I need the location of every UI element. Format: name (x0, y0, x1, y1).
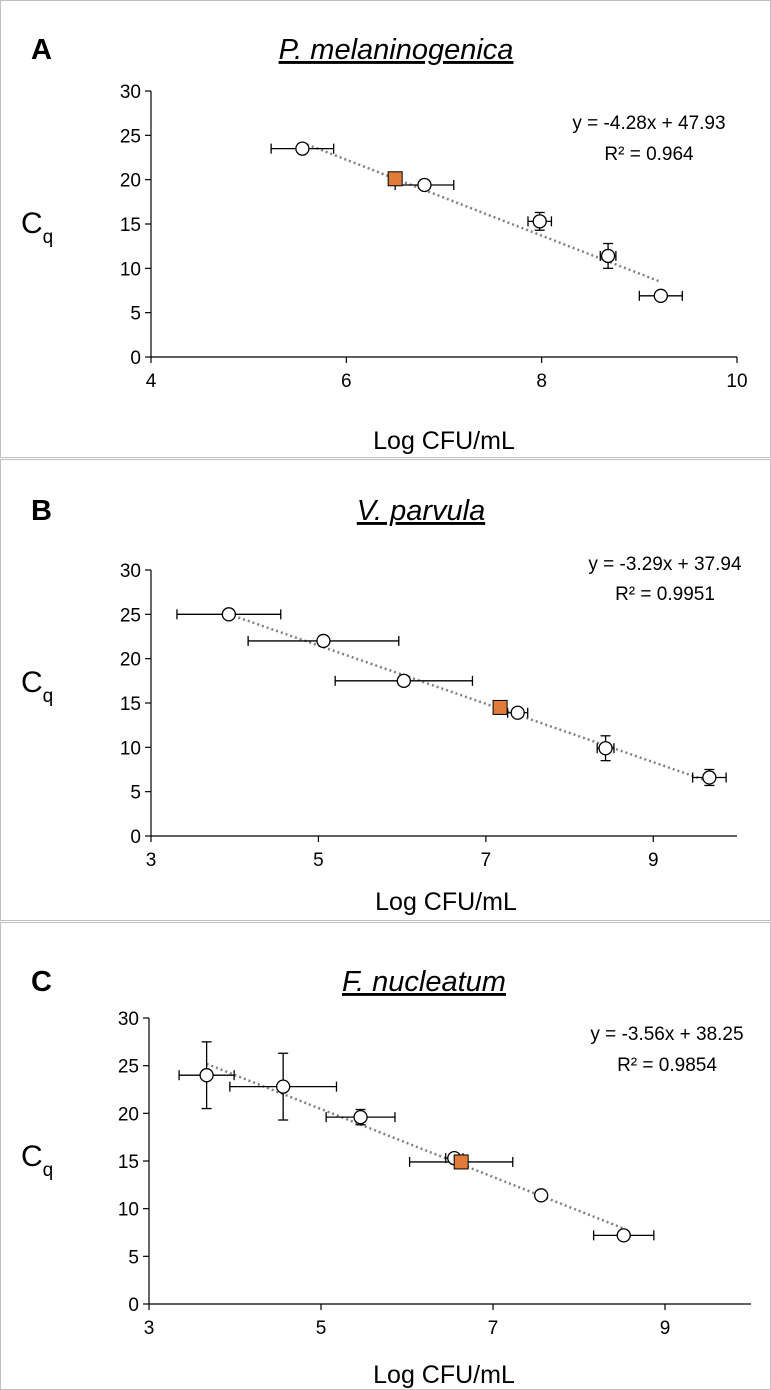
data-point-circle (199, 1068, 214, 1083)
y-tick-label: 25 (120, 605, 141, 626)
r-squared: R² = 0.964 (604, 144, 694, 165)
data-point-circle (598, 741, 613, 756)
trendline (206, 1062, 625, 1230)
y-tick-label: 10 (118, 1200, 139, 1221)
chart-title: P. melaninogenica (279, 34, 514, 66)
chart-title: V. parvula (357, 495, 485, 527)
x-axis-label: Log CFU/mL (375, 888, 517, 916)
r-squared: R² = 0.9951 (615, 584, 715, 605)
y-tick-label: 25 (120, 126, 141, 147)
panel-letter: A (31, 34, 52, 66)
y-tick-label: 10 (120, 259, 141, 280)
x-axis-label: Log CFU/mL (373, 1361, 515, 1389)
y-tick-label: 10 (120, 738, 141, 759)
trendline (301, 141, 662, 284)
y-tick-label: 5 (130, 783, 141, 804)
trendline-equation: y = -3.29x + 37.94 (588, 554, 742, 575)
y-tick-label: 25 (118, 1057, 139, 1078)
x-tick-label: 7 (481, 850, 492, 871)
data-point-circle (616, 1228, 631, 1243)
data-point-square (453, 1154, 469, 1170)
y-tick-label: 30 (120, 561, 141, 582)
y-tick-label: 15 (120, 694, 141, 715)
y-tick-label: 15 (118, 1152, 139, 1173)
panel-c: C F. nucleatum Log CFU/mL Cq y = -3.56x … (0, 922, 771, 1390)
y-tick-label: 5 (130, 304, 141, 325)
y-tick-label: 0 (128, 1295, 139, 1316)
trendline (228, 613, 710, 783)
y-tick-label: 20 (118, 1104, 139, 1125)
data-point-circle (702, 770, 717, 785)
trendline-equation: y = -3.56x + 38.25 (590, 1024, 743, 1045)
panel-letter: C (31, 966, 52, 998)
y-tick-label: 5 (128, 1247, 139, 1268)
data-point-circle (532, 214, 547, 229)
data-point-circle (295, 141, 310, 156)
data-point-circle (600, 248, 616, 264)
data-point-square (387, 171, 403, 187)
y-axis-label: Cq (21, 666, 53, 707)
x-tick-label: 9 (648, 850, 659, 871)
x-tick-label: 3 (146, 850, 157, 871)
trendline-equation: y = -4.28x + 47.93 (572, 113, 725, 134)
panel-b: B V. parvula Log CFU/mL Cq y = -3.29x + … (0, 459, 771, 921)
x-tick-label: 5 (316, 1318, 327, 1339)
plot-area: 0 5 10 15 20 25 30 4 6 8 10 (120, 82, 748, 392)
y-tick-label: 30 (118, 1009, 139, 1030)
panel-a: A P. melaninogenica Log CFU/mL Cq y = -4… (0, 0, 771, 458)
data-point-circle (534, 1188, 549, 1203)
x-tick-label: 8 (536, 371, 547, 392)
y-axis-label: Cq (21, 1140, 53, 1181)
data-point-circle (276, 1079, 291, 1094)
chart-title: F. nucleatum (342, 966, 506, 998)
x-tick-label: 3 (144, 1318, 155, 1339)
y-tick-label: 20 (120, 171, 141, 192)
data-point-circle (396, 673, 411, 688)
x-tick-label: 9 (660, 1318, 671, 1339)
y-tick-label: 30 (120, 82, 141, 103)
x-tick-label: 4 (146, 371, 157, 392)
x-tick-label: 10 (726, 371, 747, 392)
y-tick-label: 15 (120, 215, 141, 236)
data-point-circle (510, 705, 525, 720)
chart-a: A P. melaninogenica Log CFU/mL Cq y = -4… (21, 34, 748, 455)
x-tick-label: 6 (341, 371, 352, 392)
data-point-square (492, 699, 508, 715)
chart-b: B V. parvula Log CFU/mL Cq y = -3.29x + … (21, 495, 742, 916)
x-axis-label: Log CFU/mL (373, 427, 515, 455)
data-point-circle (316, 633, 331, 649)
data-point-circle (353, 1109, 368, 1125)
x-tick-label: 7 (488, 1318, 499, 1339)
y-tick-label: 0 (130, 827, 141, 848)
y-tick-label: 0 (130, 348, 141, 369)
panel-letter: B (31, 495, 52, 527)
r-squared: R² = 0.9854 (617, 1055, 717, 1076)
x-tick-label: 5 (313, 850, 324, 871)
data-point-circle (221, 607, 237, 622)
y-tick-label: 20 (120, 650, 141, 671)
y-axis-label: Cq (21, 207, 53, 248)
chart-c: C F. nucleatum Log CFU/mL Cq y = -3.56x … (21, 966, 751, 1389)
data-point-circle (653, 288, 668, 303)
data-point-circle (417, 177, 432, 193)
